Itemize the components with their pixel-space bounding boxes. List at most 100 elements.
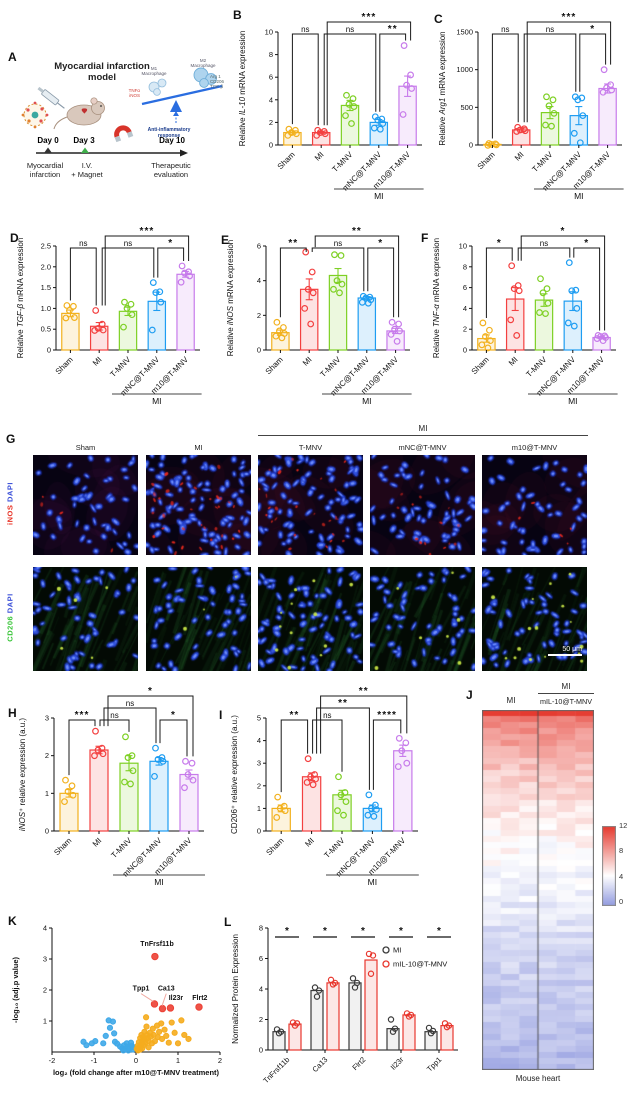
heatmap-matrix [482, 710, 594, 1070]
svg-text:4: 4 [269, 95, 273, 104]
svg-text:3: 3 [45, 714, 49, 723]
panel-a-schematic: Myocardial infarction model [4, 40, 230, 220]
svg-text:Il23r: Il23r [389, 1055, 406, 1072]
svg-text:4: 4 [257, 736, 261, 745]
scale-bar-label: 50 μm [562, 646, 582, 653]
svg-text:2: 2 [43, 986, 47, 995]
svg-text:Relative IL-10 mRNA expression: Relative IL-10 mRNA expression [238, 31, 247, 147]
svg-text:2: 2 [269, 118, 273, 127]
svg-text:4: 4 [43, 924, 47, 933]
svg-text:*: * [323, 926, 327, 937]
svg-text:1.0: 1.0 [41, 304, 51, 313]
svg-text:8: 8 [259, 924, 263, 933]
cd206-label: CD206 [5, 615, 15, 642]
svg-text:0: 0 [469, 141, 473, 150]
svg-text:3: 3 [43, 955, 47, 964]
nanovesicle-icon [21, 101, 49, 129]
svg-text:***: *** [362, 12, 377, 23]
svg-text:Sham: Sham [476, 150, 497, 171]
chart-arg1-bar: 0 500 1000 1500 Relative Arg1 mRNA expressio… [438, 12, 624, 201]
svg-text:0: 0 [47, 346, 51, 355]
svg-text:**: ** [288, 238, 298, 249]
svg-text:T-MNV: T-MNV [318, 355, 342, 379]
svg-text:Il23r: Il23r [169, 995, 184, 1002]
microscopy-group-line [258, 435, 588, 436]
syringe-icon [37, 86, 65, 109]
panel-h-label: H [8, 706, 17, 720]
micro-image-inos-sham [33, 455, 138, 555]
svg-text:0: 0 [463, 346, 467, 355]
svg-text:2: 2 [45, 751, 49, 760]
m2-markers-label: Arg 1 CD206 TGF-β [210, 74, 225, 90]
svg-text:1: 1 [257, 804, 261, 813]
svg-text:1: 1 [176, 1056, 180, 1065]
svg-text:iNOS⁺ relative expression (a.u: iNOS⁺ relative expression (a.u.) [18, 718, 27, 832]
svg-text:2.0: 2.0 [41, 262, 51, 271]
column-mi-label: MI [194, 443, 203, 452]
event-mi-label: Myocardial infarction [26, 161, 64, 179]
svg-text:2: 2 [463, 325, 467, 334]
column-mnc-label: mNC@T-MNV [398, 443, 447, 452]
svg-text:***: *** [75, 710, 90, 721]
svg-text:log₂ (fold change after m10@T-: log₂ (fold change after m10@T-MNV treatm… [53, 1068, 220, 1077]
svg-text:0.5: 0.5 [41, 325, 51, 334]
svg-text:6: 6 [259, 954, 263, 963]
svg-text:1500: 1500 [456, 28, 473, 37]
colorbar-tick: 12 [619, 821, 628, 830]
svg-text:MI: MI [507, 355, 520, 368]
mouse-icon [53, 97, 105, 130]
svg-text:MI: MI [368, 877, 377, 887]
svg-text:*: * [361, 926, 365, 937]
svg-text:*: * [168, 238, 173, 249]
svg-text:MI: MI [374, 191, 383, 201]
svg-text:0: 0 [134, 1056, 138, 1065]
micro-image-inos-mi [146, 455, 251, 555]
svg-text:*: * [399, 926, 403, 937]
svg-text:T-MNV: T-MNV [109, 836, 133, 860]
column-tmnv-label: T-MNV [298, 443, 323, 452]
panel-d-label: D [10, 231, 19, 245]
svg-text:6: 6 [269, 73, 273, 82]
svg-text:MI: MI [301, 355, 314, 368]
micro-image-inos-m10 [482, 455, 587, 555]
svg-text:**: ** [388, 24, 398, 35]
svg-text:Ca13: Ca13 [158, 986, 175, 993]
svg-text:*: * [497, 238, 502, 249]
svg-text:10: 10 [265, 28, 273, 37]
cd206-dapi-row-label: CD206 DAPI [6, 582, 15, 654]
svg-text:2: 2 [257, 781, 261, 790]
colorbar-tick: 8 [619, 846, 624, 856]
svg-text:ns: ns [110, 711, 118, 720]
chart-tgfb-bar: 0 0.5 1.0 1.5 2.0 2.5 Relative TGF-β mRNA expr… [16, 226, 202, 406]
heatmap-colorbar [602, 826, 616, 906]
svg-text:MI: MI [91, 355, 104, 368]
svg-text:ns: ns [124, 239, 132, 248]
svg-text:ns: ns [346, 25, 354, 34]
svg-text:3: 3 [257, 759, 261, 768]
svg-text:6: 6 [257, 242, 261, 251]
svg-text:1: 1 [43, 1017, 47, 1026]
panel-i-label: I [219, 708, 223, 722]
svg-text:T-MNV: T-MNV [322, 836, 346, 860]
svg-text:Relative TNF-α mRNA expression: Relative TNF-α mRNA expression [432, 238, 441, 358]
svg-text:ns: ns [301, 25, 309, 34]
svg-text:0: 0 [45, 827, 49, 836]
micro-image-cd206-tmnv [258, 567, 363, 671]
svg-text:0: 0 [257, 346, 261, 355]
panel-g-label: G [6, 432, 16, 446]
m1-macrophage-label: M1 Macrophage [141, 66, 167, 77]
panel-c-label: C [434, 12, 443, 26]
m1-markers-label: TNFα iNOS [128, 88, 140, 99]
svg-text:***: *** [140, 226, 155, 237]
svg-text:1: 1 [45, 789, 49, 798]
svg-text:*: * [171, 710, 176, 721]
svg-text:***: *** [562, 12, 577, 23]
svg-text:MI: MI [91, 836, 104, 849]
svg-text:ns: ns [79, 239, 87, 248]
svg-text:MI: MI [313, 150, 326, 163]
panel-j-heatmap: MI MI mIL-10@T-MNV 12 8 4 0 Mouse heart [432, 672, 630, 1096]
svg-text:T-MNV: T-MNV [530, 150, 554, 174]
day10-label: Day 10 [159, 136, 185, 145]
magnet-icon [114, 125, 134, 143]
chart-volcano: 1 2 3 4 -2 -1 0 1 2 log₂ (fold change after m10@T… [11, 924, 222, 1078]
